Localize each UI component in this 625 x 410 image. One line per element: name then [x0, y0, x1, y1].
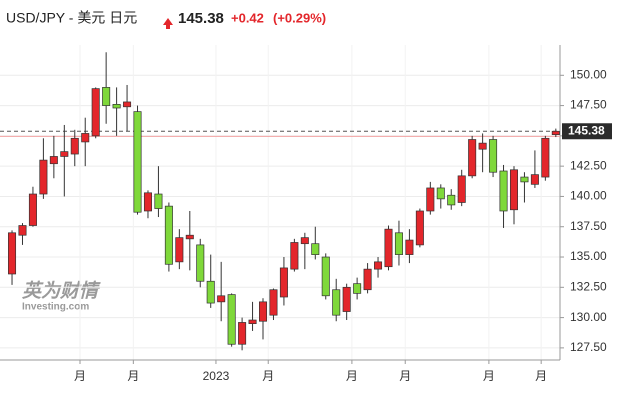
candle-body: [321, 256, 330, 297]
candle-body: [509, 169, 518, 211]
candle-body: [185, 234, 194, 240]
y-tick-label: 130.00: [570, 310, 607, 324]
candle-body: [70, 137, 79, 155]
watermark-sub: Investing.com: [22, 302, 89, 313]
candle-body: [8, 232, 17, 275]
candle-body: [279, 267, 288, 298]
candle-body: [520, 176, 529, 183]
candle-body: [415, 210, 424, 246]
candle-body: [384, 228, 393, 268]
candle-body: [123, 101, 132, 108]
x-tick-label: 月: [74, 369, 86, 383]
candle-body: [551, 130, 560, 136]
candle-body: [426, 187, 435, 212]
candle-body: [196, 244, 205, 282]
candle-body: [300, 237, 309, 245]
chart-title: USD/JPY - 美元 日元: [6, 10, 137, 26]
x-tick-label: 月: [399, 369, 411, 383]
last-price-box: [562, 123, 612, 140]
candle-body: [436, 187, 445, 200]
candle-body: [143, 192, 152, 212]
up-arrow: [163, 18, 173, 29]
candle-body: [374, 261, 383, 270]
candle-body: [133, 111, 142, 213]
candle-body: [447, 194, 456, 206]
y-tick-label: 147.50: [570, 98, 607, 112]
candle-body: [363, 268, 372, 291]
x-tick-label: 月: [483, 369, 495, 383]
candle-body: [49, 156, 58, 165]
y-tick-label: 142.50: [570, 158, 607, 172]
price: 145.38: [178, 10, 224, 27]
change: +0.42: [231, 10, 264, 25]
y-tick-label: 135.00: [570, 249, 607, 263]
candle-body: [499, 170, 508, 212]
candle-body: [332, 289, 341, 316]
change-percent: (+0.29%): [273, 10, 326, 25]
y-tick-label: 132.50: [570, 279, 607, 293]
candle-body: [457, 175, 466, 203]
candle-body: [405, 239, 414, 255]
candle-body: [478, 142, 487, 150]
candle-body: [164, 205, 173, 265]
y-tick-label: 127.50: [570, 340, 607, 354]
candle-body: [311, 243, 320, 255]
x-tick-label: 月: [535, 369, 547, 383]
candle-body: [468, 139, 477, 177]
candle-body: [238, 322, 247, 345]
candle-body: [39, 159, 48, 195]
candle-body: [28, 193, 37, 226]
watermark: 英为财情: [22, 280, 101, 302]
x-tick-label: 2023: [203, 369, 230, 383]
candle-body: [530, 174, 539, 185]
candle-body: [269, 289, 278, 316]
candle-body: [541, 137, 550, 178]
candle-body: [290, 242, 299, 270]
y-tick-label: 140.00: [570, 189, 607, 203]
y-tick-label: 137.50: [570, 219, 607, 233]
candle-body: [102, 87, 111, 106]
candle-body: [258, 301, 268, 322]
candle-body: [227, 294, 236, 345]
candle-body: [489, 139, 498, 173]
last-price-label: 145.38: [568, 123, 605, 137]
candle-body: [353, 283, 362, 294]
candle-body: [91, 88, 100, 137]
candle-body: [217, 295, 226, 303]
candle-body: [394, 232, 403, 255]
y-tick-label: 150.00: [570, 67, 607, 81]
candle-body: [18, 225, 27, 236]
candle-body: [81, 133, 90, 143]
candle-body: [60, 151, 69, 157]
candle-body: [175, 237, 184, 263]
candle-body: [248, 319, 257, 325]
candle-body: [206, 280, 215, 304]
x-tick-label: 月: [127, 369, 139, 383]
candle-body: [154, 193, 163, 209]
x-tick-label: 月: [346, 369, 358, 383]
candle-body: [112, 104, 121, 109]
candle-body: [342, 286, 351, 312]
x-tick-label: 月: [262, 369, 274, 383]
